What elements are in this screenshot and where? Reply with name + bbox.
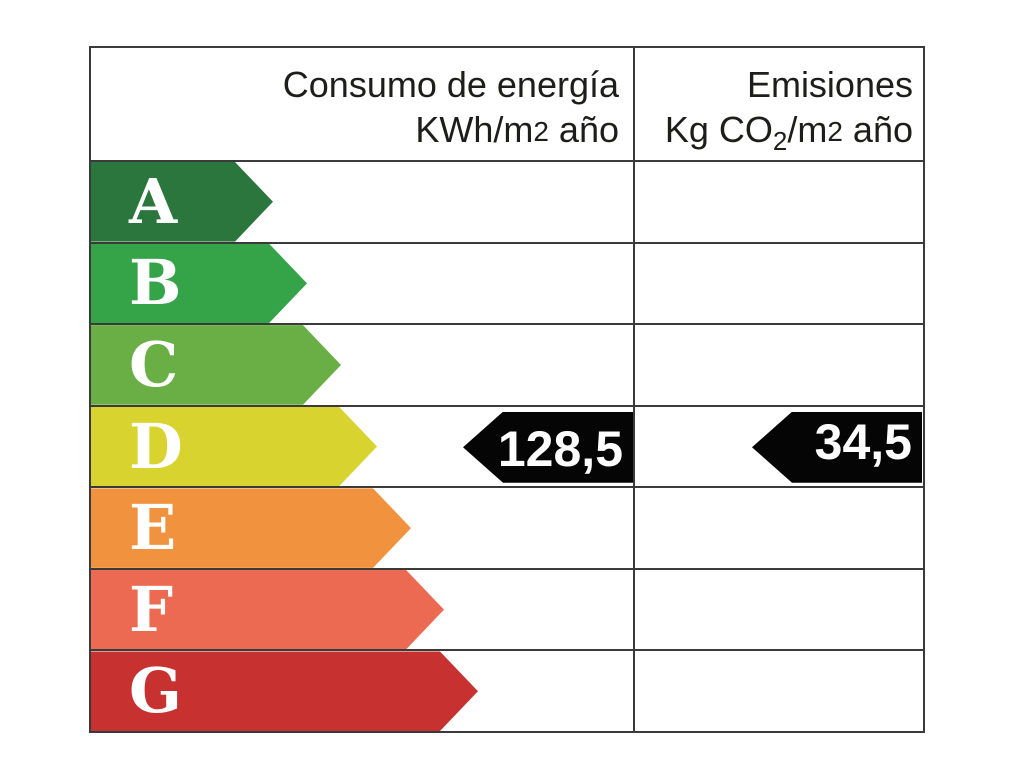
emissions-unit: Kg CO2/m2 año (664, 109, 913, 156)
consumption-title: Consumo de energía (282, 64, 619, 105)
table-header: Consumo de energía KWh/m2 año Emisiones … (91, 48, 923, 160)
squared-exponent: 2 (533, 116, 549, 147)
rating-table: Consumo de energía KWh/m2 año Emisiones … (89, 46, 925, 733)
rating-bar-d: D (91, 407, 377, 487)
rating-bar-g: G (91, 651, 478, 731)
rating-letter: E (129, 491, 177, 565)
rating-letter: B (129, 246, 182, 320)
rating-letter: D (129, 409, 183, 483)
rating-row-b: B (91, 241, 923, 324)
rating-row-f: F (91, 567, 923, 650)
rating-bar-e: E (91, 488, 411, 568)
column-divider (633, 48, 635, 731)
co2-subscript: 2 (772, 126, 788, 156)
squared-exponent: 2 (827, 116, 843, 147)
consumption-unit: KWh/m2 año (415, 109, 619, 150)
emissions-title: Emisiones (746, 64, 913, 105)
rating-letter: F (129, 572, 174, 646)
rating-row-a: A (91, 160, 923, 242)
emissions-value: 34,5 (814, 414, 912, 471)
emissions-value-pointer: 34,5 (752, 411, 922, 483)
consumption-value-pointer: 128,5 (463, 411, 633, 483)
header-emissions: Emisiones Kg CO2/m2 año (633, 48, 923, 160)
rating-letter: G (129, 654, 182, 728)
consumption-value: 128,5 (497, 421, 623, 478)
rating-letter: A (129, 164, 178, 238)
rating-bar-b: B (91, 244, 307, 324)
header-consumption: Consumo de energía KWh/m2 año (91, 48, 633, 160)
rating-rows: A B C D 128,5 34,5 E F (91, 160, 923, 731)
rating-row-c: C (91, 323, 923, 405)
rating-row-d: D 128,5 34,5 (91, 404, 923, 487)
rating-bar-c: C (91, 325, 341, 405)
rating-row-g: G (91, 649, 923, 731)
rating-bar-a: A (91, 162, 273, 242)
rating-letter: C (129, 327, 179, 401)
rating-bar-f: F (91, 570, 444, 650)
rating-row-e: E (91, 486, 923, 568)
